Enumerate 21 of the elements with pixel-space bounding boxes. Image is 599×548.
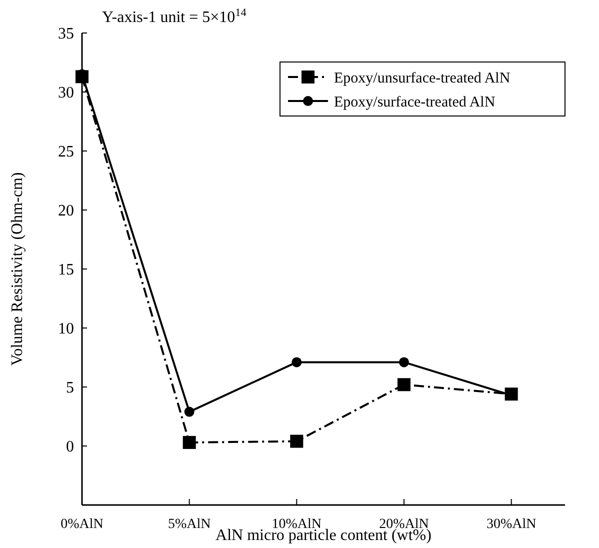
x-tick-label: 30%AlN: [486, 517, 536, 532]
y-tick-label: 5: [66, 380, 74, 397]
y-tick-label: 35: [58, 26, 74, 43]
point: [182, 436, 196, 449]
legend-label: Epoxy/unsurface-treated AlN: [334, 70, 510, 86]
point: [399, 357, 409, 368]
y-tick-label: 30: [58, 84, 74, 102]
y-tick-label: 15: [58, 262, 74, 279]
y-tick-label: 10: [58, 320, 74, 338]
x-tick-label: 0%AlN: [60, 517, 104, 532]
y-tick-label: 20: [58, 202, 74, 220]
y-tick-label: 25: [58, 144, 74, 161]
point: [290, 434, 304, 448]
point: [398, 378, 410, 392]
legend-label: Epoxy/surface-treated AlN: [334, 94, 496, 110]
point: [184, 406, 194, 417]
point: [292, 357, 302, 368]
x-tick-label: 5%AlN: [168, 517, 211, 532]
y-axis-title: Volume Resistivity (Ohm-cm): [9, 172, 26, 366]
text: Y-axis-1 unit = 5×10$^{14}$: [102, 7, 247, 26]
y-tick-label: 0: [66, 438, 74, 456]
